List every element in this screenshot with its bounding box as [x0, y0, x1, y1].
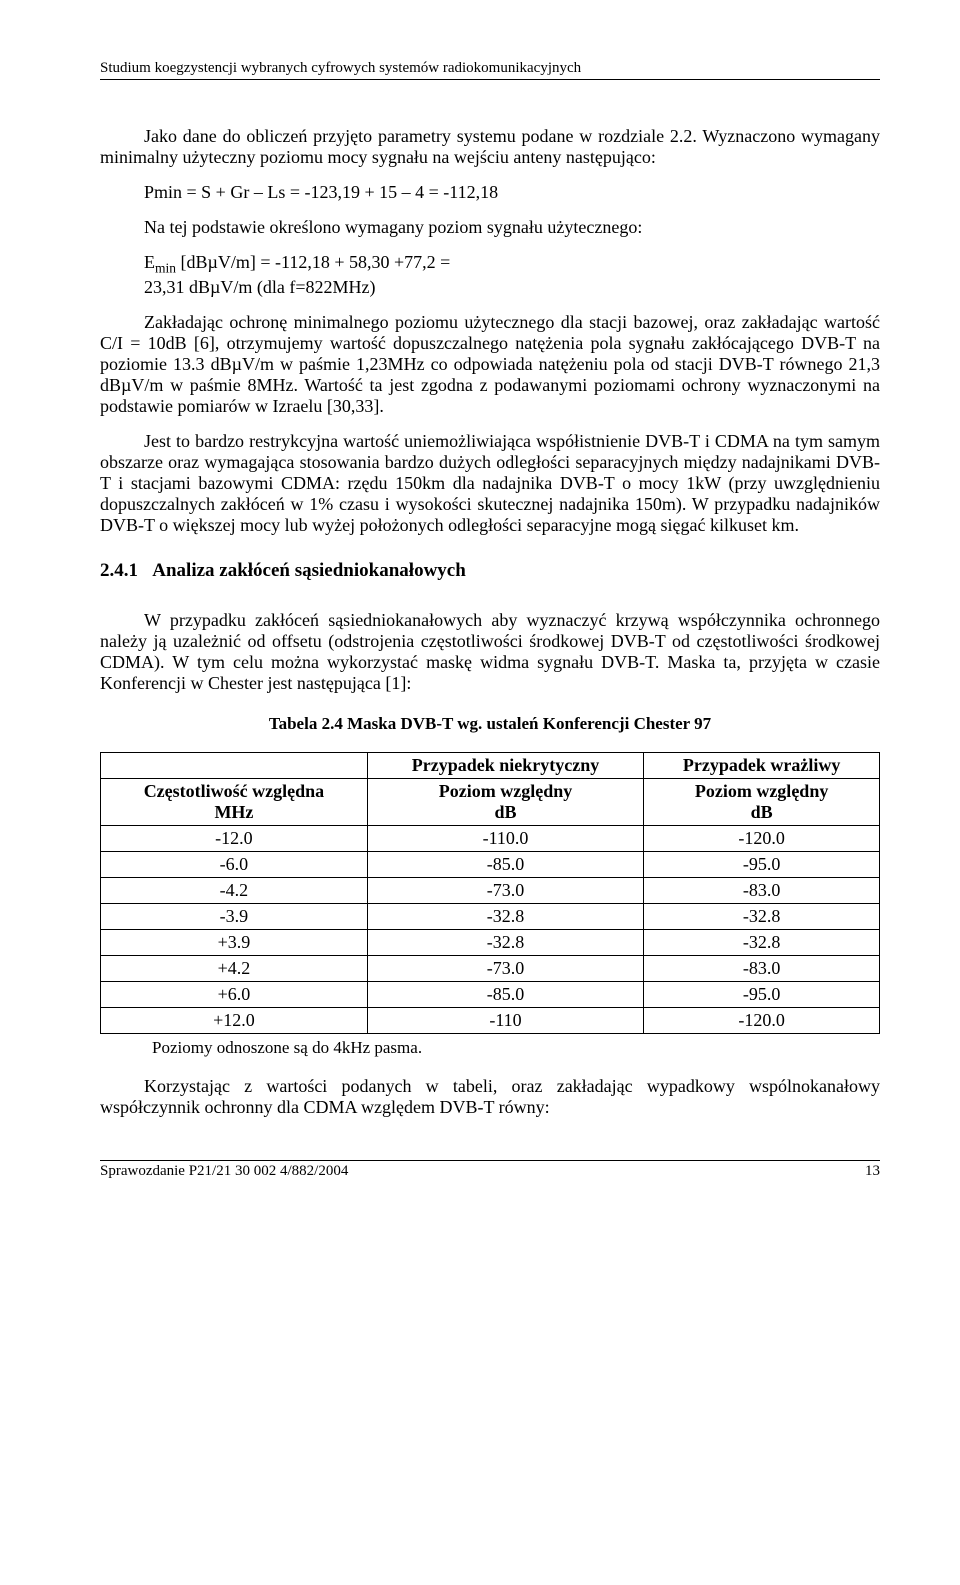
table-row: -12.0 -110.0 -120.0	[101, 825, 880, 851]
table-row: +3.9 -32.8 -32.8	[101, 929, 880, 955]
table-header-cell: Poziom względnydB	[367, 778, 643, 825]
table-cell: -110.0	[367, 825, 643, 851]
section-number: 2.4.1	[100, 560, 138, 581]
table-cell: -4.2	[101, 877, 368, 903]
section-heading: 2.4.1 Analiza zakłóceń sąsiedniokanałowy…	[100, 560, 880, 582]
table-cell: +3.9	[101, 929, 368, 955]
mask-table: Przypadek niekrytyczny Przypadek wrażliw…	[100, 752, 880, 1034]
table-header-cell: Częstotliwość względnaMHz	[101, 778, 368, 825]
formula-pmin: Pmin = S + Gr – Ls = -123,19 + 15 – 4 = …	[144, 182, 880, 203]
table-row: -6.0 -85.0 -95.0	[101, 851, 880, 877]
table-cell: +12.0	[101, 1007, 368, 1033]
table-cell: -6.0	[101, 851, 368, 877]
formula-emin: Emin [dBµV/m] = -112,18 + 58,30 +77,2 = …	[144, 252, 880, 298]
section-title: Analiza zakłóceń sąsiedniokanałowych	[152, 560, 466, 581]
paragraph-section: W przypadku zakłóceń sąsiedniokanałowych…	[100, 610, 880, 694]
running-header: Studium koegzystencji wybranych cyfrowyc…	[100, 60, 880, 80]
table-row: +4.2 -73.0 -83.0	[101, 955, 880, 981]
table-cell: -3.9	[101, 903, 368, 929]
table-header-cell: Przypadek wrażliwy	[644, 752, 880, 778]
paragraph-block1: Zakładając ochronę minimalnego poziomu u…	[100, 312, 880, 417]
page-footer: Sprawozdanie P21/21 30 002 4/882/2004 13	[100, 1160, 880, 1180]
table-cell: -32.8	[644, 903, 880, 929]
table-row: +6.0 -85.0 -95.0	[101, 981, 880, 1007]
table-cell: -85.0	[367, 981, 643, 1007]
table-header-cell	[101, 752, 368, 778]
table-cell: -73.0	[367, 955, 643, 981]
formula-symbol: E	[144, 252, 155, 272]
table-cell: -95.0	[644, 851, 880, 877]
table-cell: +4.2	[101, 955, 368, 981]
footer-left: Sprawozdanie P21/21 30 002 4/882/2004	[100, 1163, 348, 1180]
table-note: Poziomy odnoszone są do 4kHz pasma.	[152, 1038, 880, 1058]
table-cell: -73.0	[367, 877, 643, 903]
table-cell: -32.8	[367, 903, 643, 929]
table-cell: +6.0	[101, 981, 368, 1007]
table-cell: -32.8	[644, 929, 880, 955]
table-caption: Tabela 2.4 Maska DVB-T wg. ustaleń Konfe…	[100, 714, 880, 734]
formula-line2: 23,31 dBµV/m (dla f=822MHz)	[144, 277, 376, 297]
table-row: +12.0 -110 -120.0	[101, 1007, 880, 1033]
table-cell: -12.0	[101, 825, 368, 851]
table-cell: -110	[367, 1007, 643, 1033]
table-header-row-2: Częstotliwość względnaMHz Poziom względn…	[101, 778, 880, 825]
formula-rest: [dBµV/m] = -112,18 + 58,30 +77,2 =	[176, 252, 450, 272]
table-cell: -83.0	[644, 877, 880, 903]
page: Studium koegzystencji wybranych cyfrowyc…	[0, 0, 960, 1220]
formula-subscript: min	[155, 261, 176, 276]
table-cell: -83.0	[644, 955, 880, 981]
table-row: -3.9 -32.8 -32.8	[101, 903, 880, 929]
paragraph-block2: Jest to bardzo restrykcyjna wartość unie…	[100, 431, 880, 536]
paragraph-after-formula1: Na tej podstawie określono wymagany pozi…	[100, 217, 880, 238]
table-cell: -95.0	[644, 981, 880, 1007]
table-row: -4.2 -73.0 -83.0	[101, 877, 880, 903]
paragraph-intro: Jako dane do obliczeń przyjęto parametry…	[100, 126, 880, 168]
paragraph-final: Korzystając z wartości podanych w tabeli…	[100, 1076, 880, 1118]
table-cell: -32.8	[367, 929, 643, 955]
footer-page-number: 13	[865, 1163, 880, 1180]
table-cell: -120.0	[644, 825, 880, 851]
table-header-cell: Przypadek niekrytyczny	[367, 752, 643, 778]
table-header-row-1: Przypadek niekrytyczny Przypadek wrażliw…	[101, 752, 880, 778]
table-header-cell: Poziom względnydB	[644, 778, 880, 825]
table-cell: -120.0	[644, 1007, 880, 1033]
table-cell: -85.0	[367, 851, 643, 877]
